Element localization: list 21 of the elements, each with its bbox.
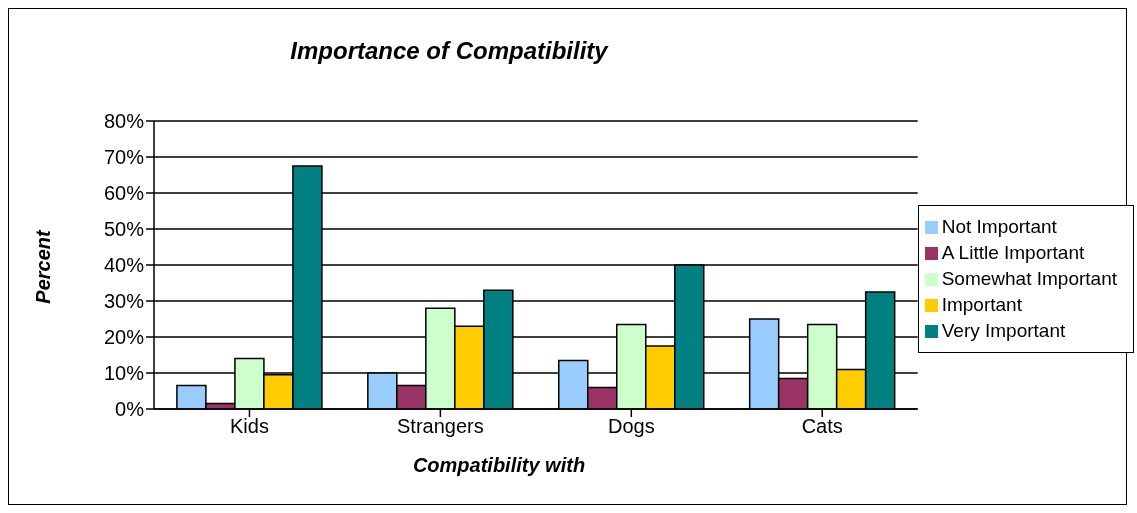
legend-label: Important (941, 294, 1022, 315)
x-axis-title: Compatibility with (411, 454, 587, 477)
y-tick-label: 70% (103, 146, 145, 169)
legend-label: A Little Important (941, 242, 1085, 263)
y-tick-label: 50% (103, 218, 145, 241)
x-tick-label: Strangers (397, 415, 484, 438)
y-tick-label: 80% (103, 110, 145, 133)
y-tick-label: 10% (103, 362, 145, 385)
y-tick-label: 20% (103, 326, 145, 349)
y-tick-label: 0% (115, 398, 145, 421)
y-tick-label: 40% (103, 254, 145, 277)
legend-label: Somewhat Important (941, 268, 1117, 289)
y-axis-title: Percent (31, 230, 55, 304)
x-tick-label: Cats (801, 415, 843, 438)
y-tick-label: 60% (103, 182, 145, 205)
y-tick-label: 30% (103, 290, 145, 313)
legend-label: Very Important (941, 320, 1066, 341)
x-tick-label: Dogs (607, 415, 655, 438)
x-tick-label: Kids (230, 415, 269, 438)
legend-label: Not Important (941, 216, 1057, 237)
chart-title: Importance of Compatibility (289, 37, 610, 65)
